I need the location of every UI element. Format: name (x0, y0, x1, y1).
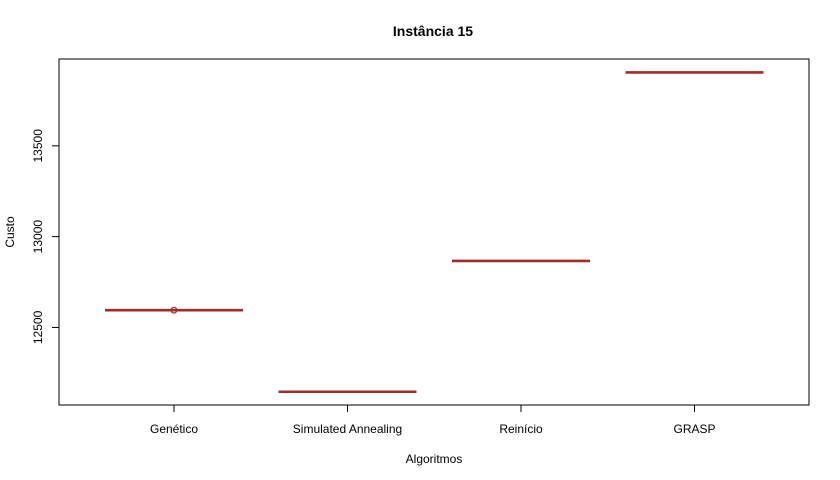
y-axis: 12500 13000 13500 (31, 129, 60, 344)
x-tick-label: Reinício (499, 422, 543, 436)
x-axis: Genético Simulated Annealing Reinício GRASP (150, 404, 716, 436)
x-axis-label: Algoritmos (406, 452, 463, 466)
y-tick-label: 12500 (31, 310, 45, 344)
y-axis-label: Custo (3, 216, 17, 248)
y-tick-label: 13000 (31, 220, 45, 254)
x-tick-label: GRASP (673, 422, 715, 436)
chart-title: Instância 15 (393, 23, 473, 39)
plot-frame (58, 58, 810, 406)
data-marks (105, 71, 764, 394)
y-tick-label: 13500 (31, 129, 45, 163)
x-tick-label: Genético (150, 422, 198, 436)
outlier-point (170, 306, 178, 314)
x-tick-label: Simulated Annealing (293, 422, 402, 436)
